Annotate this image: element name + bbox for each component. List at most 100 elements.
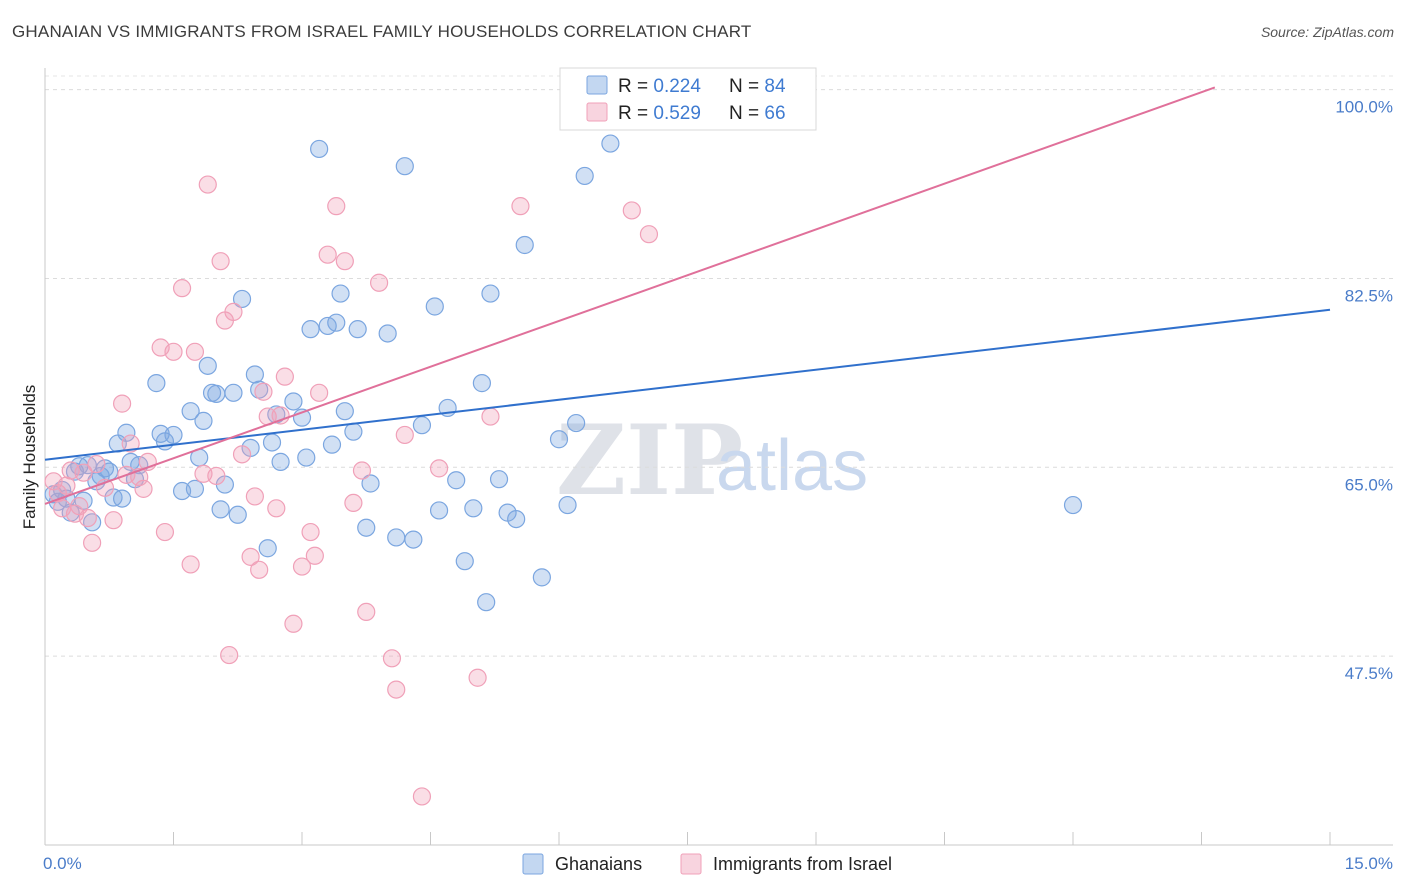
watermark-zip: ZIP [556,404,743,517]
y-axis-label: Family Households [20,385,39,530]
legend-swatch-ghanaians [586,75,608,95]
israel-point [310,383,329,402]
bottom-legend-swatch-ghanaians [522,853,544,875]
ghanaians-point [515,235,534,255]
series-israel-points [44,80,731,806]
legend-n-value-ghanaians: 84 [764,76,786,97]
israel-point [370,273,389,292]
israel-point [468,668,487,687]
x-axis-ticks [44,832,1331,845]
israel-point [481,407,500,426]
israel-point [198,175,217,194]
israel-point [155,522,175,542]
legend-n-label-israel: N = [729,103,764,124]
ghanaians-point [117,423,136,442]
ghanaians-point [507,509,526,529]
y-tick-label: 47.5% [1345,664,1393,683]
ghanaians-point [412,416,432,435]
ghanaians-point [181,402,200,421]
israel-point [344,493,363,513]
israel-point [382,649,402,668]
legend-r-label-ghanaians: R = [618,76,653,97]
ghanaians-point [228,505,247,524]
ghanaians-point [575,166,594,186]
israel-point [387,680,406,699]
ghanaians-point [185,479,205,498]
israel-point [267,499,286,518]
israel-point [211,252,230,271]
ghanaians-point [549,430,569,449]
israel-point [511,197,530,216]
israel-point [164,342,183,361]
ghanaians-point [532,568,551,587]
legend-box [559,67,817,131]
ghanaians-point [425,297,444,316]
ghanaians-point [477,593,496,612]
ghanaians-point [198,356,217,375]
legend-swatch-israel [586,102,608,122]
ghanaians-point [357,518,376,537]
ghanaians-point [112,489,132,508]
ghanaians-point [447,471,466,490]
israel-point [357,602,376,622]
ghanaians-point [224,383,243,402]
bottom-legend-label-ghanaians: Ghanaians [555,854,642,874]
ghanaians-point [404,530,423,549]
chart-title: GHANAIAN VS IMMIGRANTS FROM ISRAEL FAMIL… [12,22,752,41]
israel-point [57,476,76,495]
israel-point [104,511,123,530]
israel-point [639,225,659,244]
israel-point [250,560,269,579]
ghanaians-point [395,157,414,176]
israel-point [172,279,192,298]
israel-point [83,533,102,552]
israel-point [395,425,414,445]
israel-point [301,522,320,542]
ghanaians-point [387,528,406,547]
israel-point [78,508,97,528]
ghanaians-point [335,402,354,421]
ghanaians-point [322,435,342,454]
ghanaians-point [1063,495,1083,515]
ghanaians-point [147,374,166,393]
israel-point [121,434,140,453]
ghanaians-point [164,425,183,445]
israel-point [134,479,153,498]
israel-point [412,787,432,806]
legend-n-ghanaians: N = 84 [729,76,786,97]
legend-r-label-israel: R = [618,103,653,124]
ghanaians-point [258,539,277,558]
ghanaians-point [489,470,509,489]
x-tick-label-min: 0.0% [43,854,82,873]
ghanaians-point [481,284,500,303]
watermark: ZIP atlas [556,404,868,517]
bottom-legend-label-israel: Immigrants from Israel [713,854,892,874]
gridlines [45,75,1393,657]
y-tick-label: 65.0% [1345,475,1393,494]
israel-point [327,197,346,216]
israel-point [305,546,324,565]
israel-point [74,463,93,482]
legend-n-value-israel: 66 [764,103,785,124]
ghanaians-point [455,552,474,571]
series-ghanaians-points [44,134,1083,612]
israel-point [112,394,132,413]
series-legend: Ghanaians Immigrants from Israel [522,853,892,875]
ghanaians-point [601,134,620,153]
trendlines [44,86,1331,505]
ghanaians-trendline [44,308,1331,461]
ghanaians-point [297,448,316,467]
israel-point [318,245,337,264]
ghanaians-point [310,139,329,159]
ghanaians-point [429,501,449,520]
israel-point [241,547,260,566]
ghanaians-point [464,499,483,518]
ghanaians-point [301,320,320,339]
y-axis-tick-labels: 47.5% 65.0% 82.5% 100.0% [1335,98,1393,684]
israel-point [275,367,294,386]
israel-point [352,461,372,480]
ghanaians-point [558,495,577,515]
watermark-atlas: atlas [716,426,868,506]
israel-point [181,555,200,574]
